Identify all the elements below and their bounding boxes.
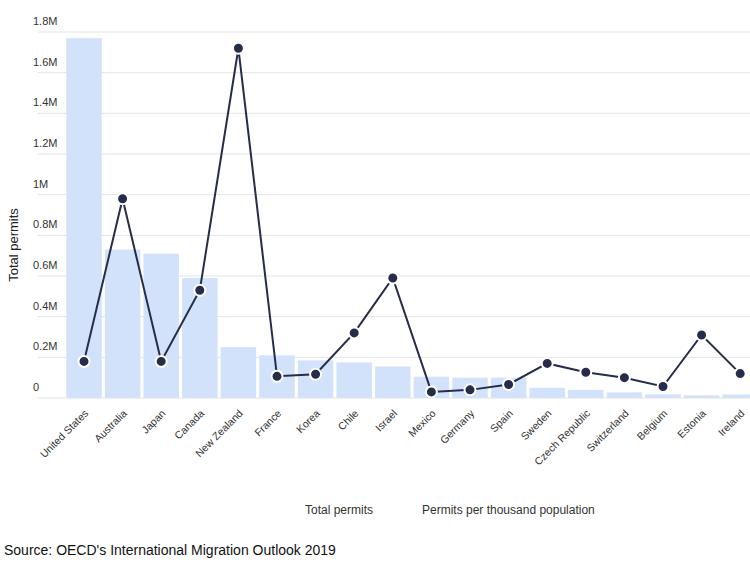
chart: 0 0.2M 0.4M 0.6M 0.8M 1M 1.2M 1.4M 1.6M 1.8M Total…	[0, 0, 750, 565]
x-tick-label: Estonia	[675, 407, 708, 440]
x-tick-label: New Zealand	[193, 407, 245, 459]
grid-line	[38, 113, 750, 114]
bar	[221, 347, 257, 398]
line-marker	[426, 386, 437, 397]
x-tick-label: Korea	[294, 407, 322, 435]
y-tick-label: 1M	[33, 178, 48, 190]
line-marker	[735, 368, 746, 379]
bar	[182, 278, 218, 398]
bar	[143, 254, 179, 398]
x-tick-label: Chile	[335, 407, 361, 433]
bar	[414, 377, 450, 398]
y-tick-label: 0.4M	[33, 300, 57, 312]
x-tick-label: Israel	[373, 407, 400, 434]
line-marker	[696, 329, 707, 340]
y-tick-label: 0	[33, 381, 39, 393]
x-tick-label: United States	[37, 407, 90, 460]
y-tick-label: 0.6M	[33, 259, 57, 271]
source: Source: OECD's International Migration O…	[4, 542, 336, 558]
x-tick-label: Sweden	[518, 407, 553, 442]
line-marker	[194, 285, 205, 296]
line-marker	[272, 371, 283, 382]
x-tick-label: Belgium	[634, 407, 669, 442]
bar	[105, 250, 141, 398]
line-marker	[310, 369, 321, 380]
line	[84, 48, 740, 392]
bar	[645, 394, 681, 398]
bar	[607, 392, 643, 398]
x-tick-label: Czech Republic	[532, 407, 592, 467]
x-tick-label: Switzerland	[584, 407, 631, 454]
x-tick-label: Ireland	[715, 407, 746, 438]
y-tick-label: 1.6M	[33, 56, 57, 68]
y-tick-label: 1.4M	[33, 96, 57, 108]
grid	[38, 32, 750, 398]
y-tick-label: 0.8M	[33, 218, 57, 230]
bar	[336, 362, 372, 398]
x-tick-label: Spain	[488, 407, 516, 435]
grid-line	[38, 154, 750, 155]
grid-line	[38, 32, 750, 33]
line-marker	[580, 367, 591, 378]
x-tick-label: Germany	[437, 406, 477, 446]
line-marker	[349, 327, 360, 338]
grid-line	[38, 235, 750, 236]
line-marker	[658, 381, 669, 392]
line-marker	[233, 43, 244, 54]
line-marker	[542, 358, 553, 369]
grid-line	[38, 72, 750, 73]
line-marker	[619, 372, 630, 383]
x-tick-label: France	[252, 407, 284, 439]
legend-entry[interactable]: Total permits	[305, 503, 373, 517]
y-tick-label: 0.2M	[33, 340, 57, 352]
line-marker	[465, 384, 476, 395]
line-marker	[156, 356, 167, 367]
x-tick-label: Japan	[139, 407, 168, 436]
bar	[684, 395, 720, 398]
line-marker	[387, 273, 398, 284]
bar	[66, 38, 102, 398]
bar	[491, 378, 526, 398]
line-marker	[503, 379, 514, 390]
line-marker	[79, 356, 90, 367]
bar	[375, 366, 411, 398]
bar	[568, 390, 604, 398]
line-marker	[117, 193, 128, 204]
plot-area	[66, 38, 750, 398]
grid-line	[38, 194, 750, 195]
x-tick-label: Australia	[92, 407, 129, 444]
y-tick-label: 1.2M	[33, 137, 57, 149]
y-axis-label: Total permits	[6, 208, 21, 282]
x-tick-label: Canada	[172, 407, 207, 442]
bar	[529, 388, 565, 398]
legend-entry[interactable]: Permits per thousand population	[422, 503, 595, 517]
y-tick-label: 1.8M	[33, 15, 57, 27]
bar	[298, 360, 334, 398]
x-tick-label: Mexico	[406, 407, 438, 439]
bar	[722, 395, 750, 398]
